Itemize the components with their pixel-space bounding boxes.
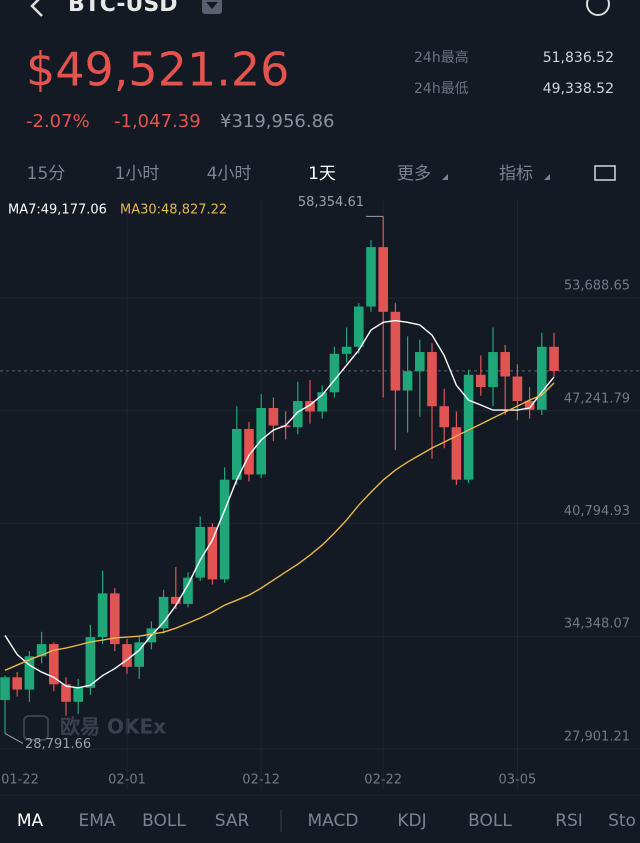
timeframe-tab[interactable]: 15分 <box>27 164 66 184</box>
candle-body <box>415 352 425 372</box>
y-tick-label: 53,688.65 <box>564 279 630 294</box>
legend-entry: MA30:48,827.22 <box>120 203 227 218</box>
ma-line <box>4 382 555 671</box>
cny-price: ¥319,956.86 <box>220 111 335 132</box>
x-tick-label: 02-12 <box>242 773 280 788</box>
candle-body <box>512 376 523 402</box>
candle-body <box>195 526 205 578</box>
price: $49,521.26 <box>26 43 289 97</box>
candle-body <box>73 687 83 702</box>
candle-body <box>97 593 108 638</box>
candle-body <box>463 374 474 480</box>
timeframe-tab[interactable]: 1天 <box>308 164 336 184</box>
y-tick-label: 27,901.21 <box>564 729 630 744</box>
timeframe-tab[interactable]: 指标 <box>499 164 533 184</box>
legend-entry: MA7:49,177.06 <box>8 203 107 218</box>
indicator-tab[interactable]: BOLL <box>142 811 186 831</box>
candle-body <box>134 642 144 667</box>
candle-body <box>85 637 96 688</box>
y-tick-label: 34,348.07 <box>564 617 630 632</box>
candle-body <box>110 593 120 645</box>
settings-icon[interactable] <box>594 165 616 181</box>
indicator-tab[interactable]: BOLL <box>468 811 512 831</box>
candle-body <box>390 311 401 391</box>
min-pointer <box>4 732 24 744</box>
timeframe-tab[interactable]: 1小时 <box>115 164 160 184</box>
min-label: 28,791.66 <box>25 737 91 752</box>
max-label: 58,354.61 <box>298 195 364 210</box>
dropdown-arrow <box>206 2 218 9</box>
change: -1,047.39 <box>114 111 201 132</box>
back-button[interactable] <box>30 0 43 17</box>
pair[interactable]: BTC-USD <box>68 0 178 17</box>
candle-body <box>524 401 535 410</box>
candle-body <box>341 346 352 354</box>
high: 51,836.52 <box>543 50 614 66</box>
candle-body <box>305 401 315 412</box>
candle-body <box>232 428 242 480</box>
watermark: 欧易 OKEx <box>60 715 166 739</box>
candle-body <box>36 644 47 657</box>
x-tick-label: 03-05 <box>499 773 537 788</box>
tab-arrow <box>442 174 448 180</box>
candle-body <box>158 596 169 629</box>
candle-body <box>49 644 59 685</box>
indicator-tab[interactable]: SAR <box>215 811 250 831</box>
tab-arrow <box>544 174 550 180</box>
low-label: 24h最低 <box>414 81 469 97</box>
candle-body <box>317 392 327 412</box>
candle-body <box>280 425 291 428</box>
candle-body <box>0 677 10 701</box>
history-icon[interactable] <box>586 0 610 16</box>
x-tick-label: 02-22 <box>364 773 402 788</box>
indicator-tab[interactable]: RSI <box>555 811 583 831</box>
candle-body <box>537 346 547 410</box>
y-tick-label: 40,794.93 <box>564 504 630 519</box>
timeframe-tab[interactable]: 4小时 <box>207 164 252 184</box>
candle-body <box>366 247 376 307</box>
x-tick-label: 01-22 <box>1 773 39 788</box>
candle-body <box>268 407 279 426</box>
candle-body <box>378 247 388 312</box>
high-label: 24h最高 <box>414 49 469 66</box>
candle-body <box>122 644 132 667</box>
candle-body <box>427 352 437 407</box>
candle-body <box>329 353 340 393</box>
candle-body <box>488 352 498 388</box>
ma-line <box>4 319 555 689</box>
candle-body <box>256 407 266 475</box>
x-tick-label: 02-01 <box>108 773 146 788</box>
change-pct: -2.07% <box>26 111 90 132</box>
candle-body <box>219 479 230 580</box>
watermark-logo <box>23 715 49 741</box>
indicator-tab[interactable]: MA <box>17 811 44 831</box>
timeframe-tab[interactable]: 更多 <box>397 164 431 184</box>
candle-body <box>354 306 364 347</box>
indicator-tab[interactable]: EMA <box>78 811 115 831</box>
candle-body <box>61 684 71 702</box>
candle-body <box>476 374 486 388</box>
indicator-tab[interactable]: KDJ <box>397 811 426 831</box>
candle-body <box>171 596 181 604</box>
candle-body <box>12 677 22 690</box>
candle-body <box>549 346 559 371</box>
candle-body <box>183 577 193 604</box>
candle-body <box>500 352 510 377</box>
candle-body <box>293 401 303 428</box>
indicator-tab[interactable]: MACD <box>308 811 359 831</box>
candle-body <box>451 427 462 480</box>
candle-body <box>207 526 218 580</box>
candle-body <box>439 406 449 428</box>
low: 49,338.52 <box>543 81 614 97</box>
candle-body <box>244 428 254 475</box>
y-tick-label: 47,241.79 <box>564 391 630 406</box>
indicator-tab[interactable]: Sto <box>608 811 636 831</box>
candle-body <box>402 371 413 391</box>
candle-body <box>24 656 35 690</box>
